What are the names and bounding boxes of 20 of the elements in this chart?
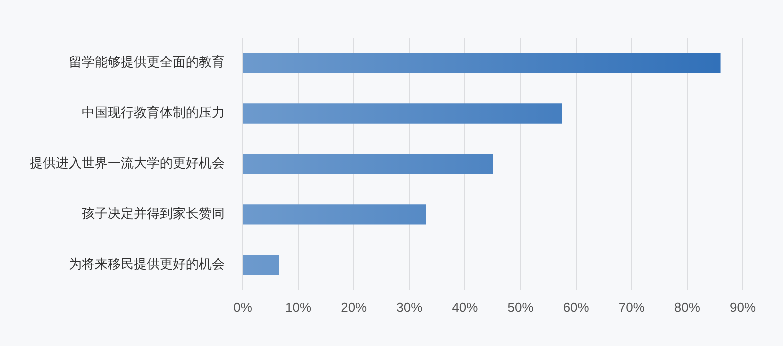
x-tick-label: 0% <box>234 300 253 315</box>
bar <box>244 204 426 225</box>
x-tick-label: 20% <box>341 300 368 315</box>
x-tick-label: 70% <box>618 300 646 315</box>
x-tick-label: 90% <box>730 300 756 315</box>
bar <box>244 154 493 174</box>
x-tick-label: 50% <box>508 300 534 315</box>
x-tick-label: 40% <box>452 300 479 315</box>
y-tick-label: 为将来移民提供更好的机会 <box>69 258 225 273</box>
x-tick-label: 10% <box>286 300 312 315</box>
y-tick-label: 中国现行教育体制的压力 <box>82 105 225 122</box>
bar <box>244 104 562 124</box>
y-tick-label: 留学能够提供更全面的教育 <box>69 54 225 71</box>
y-tick-label: 孩子决定并得到家长赞同 <box>82 206 225 222</box>
y-tick-label: 提供进入世界一流大学的更好机会 <box>30 156 225 172</box>
x-tick-label: 30% <box>396 300 424 315</box>
x-tick-label: 60% <box>563 300 590 315</box>
bar <box>244 53 721 74</box>
bar <box>244 255 280 276</box>
x-tick-label: 80% <box>674 300 701 315</box>
